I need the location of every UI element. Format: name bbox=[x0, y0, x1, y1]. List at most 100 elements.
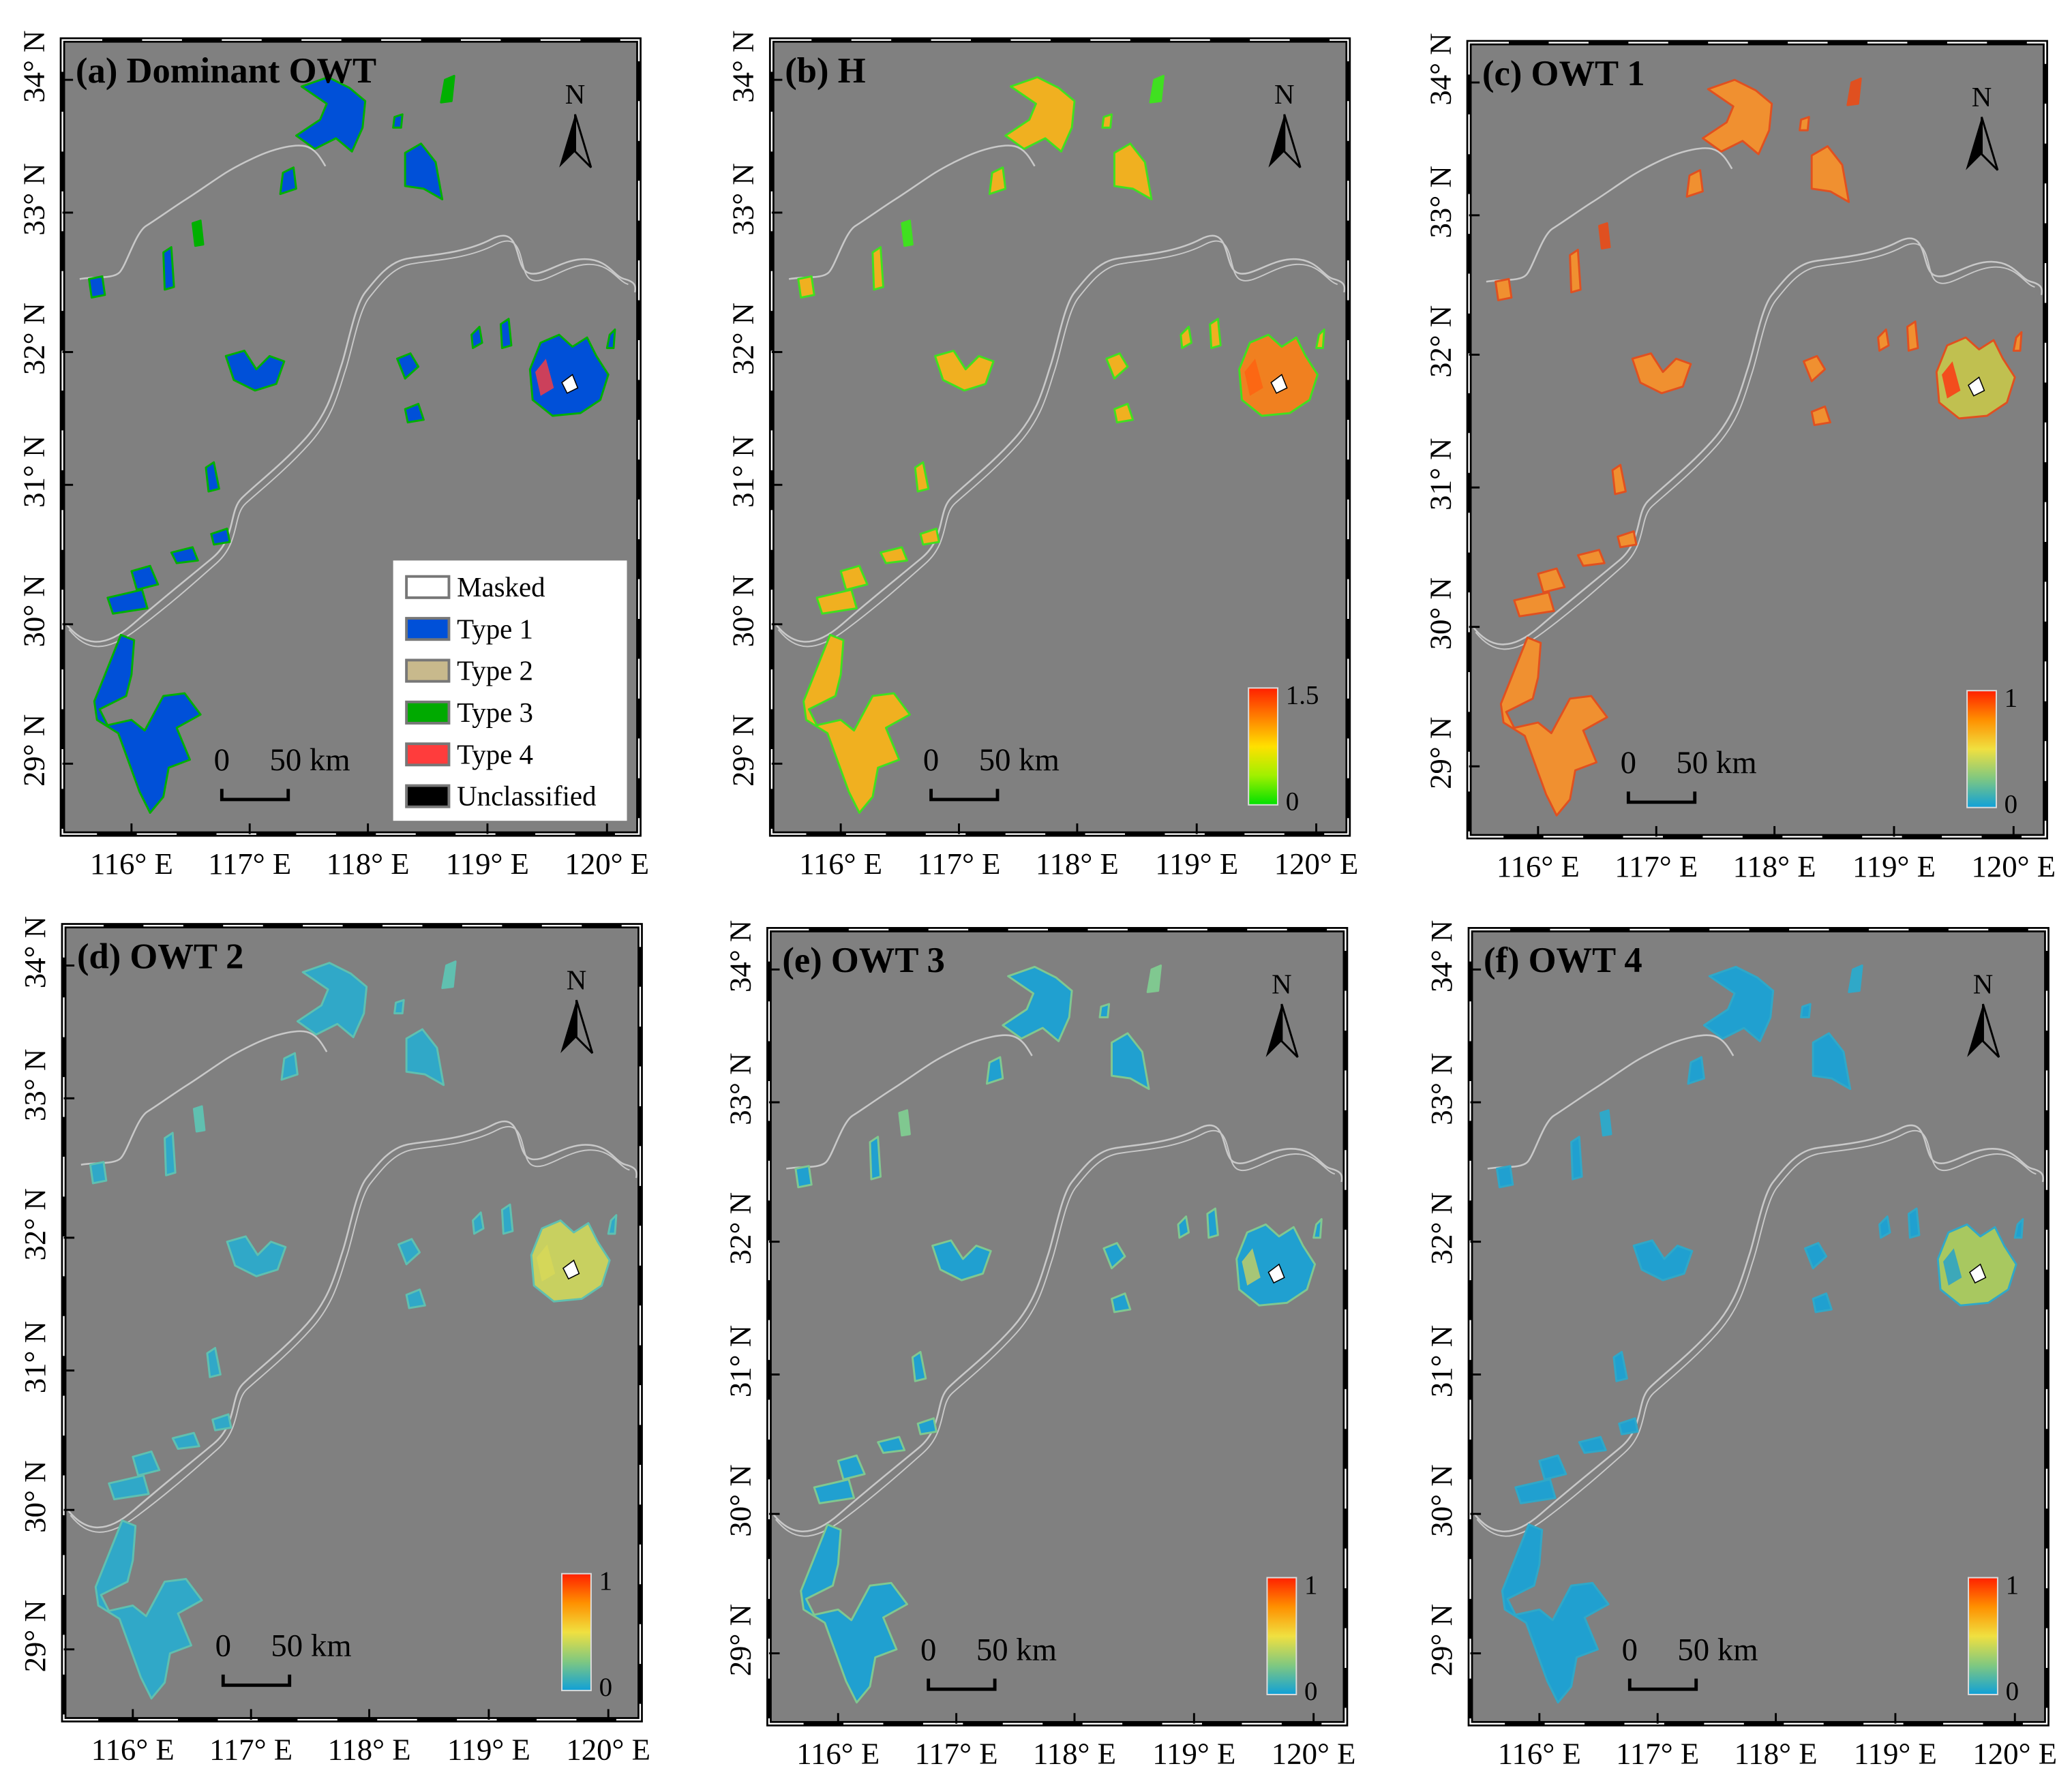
lake-river-1 bbox=[911, 1350, 927, 1382]
lake-river-3 bbox=[877, 1436, 906, 1454]
lat-label: 31° N bbox=[1424, 1325, 1458, 1397]
colorbar: 10 bbox=[1266, 1570, 1317, 1706]
lat-label: 30° N bbox=[726, 575, 760, 647]
lake-north-small bbox=[440, 74, 455, 104]
lake-east-2 bbox=[1209, 318, 1222, 350]
lake-hongze-north bbox=[405, 1028, 445, 1087]
lake-east-2 bbox=[499, 318, 513, 350]
lake-nw-4 bbox=[1687, 1056, 1705, 1085]
lake-river-2 bbox=[211, 1413, 232, 1431]
lake-nw-2 bbox=[1569, 249, 1582, 294]
lake-gaoyou bbox=[1702, 965, 1775, 1042]
yangtze-river-line bbox=[65, 234, 637, 643]
panel-title: (e) OWT 3 bbox=[782, 941, 945, 980]
north-label: N bbox=[1973, 969, 1994, 999]
lake-river-4 bbox=[1537, 567, 1566, 594]
panel-title: (b) H bbox=[785, 51, 865, 91]
lon-label: 117° E bbox=[915, 1736, 998, 1770]
lake-east-3 bbox=[1312, 1218, 1323, 1239]
scale-distance: 50 km bbox=[1677, 1632, 1758, 1667]
lake-river-4 bbox=[132, 1451, 161, 1477]
lake-east-2 bbox=[1907, 1207, 1921, 1239]
panel-title: (a) Dominant OWT bbox=[76, 51, 376, 91]
yangtze-river-bank-line bbox=[70, 1125, 630, 1533]
colorbar: 10 bbox=[1966, 684, 2017, 819]
scale-bar: 0 50 km bbox=[923, 742, 1060, 802]
lake-east-2 bbox=[500, 1203, 514, 1235]
lon-label: 119° E bbox=[1852, 849, 1936, 883]
lat-label: 29° N bbox=[18, 1600, 52, 1672]
masked-island bbox=[562, 1259, 580, 1280]
lake-east-1 bbox=[1177, 1215, 1190, 1239]
lake-mid-1 bbox=[1803, 1242, 1828, 1270]
huai-river-line bbox=[788, 145, 1036, 280]
lake-nw-3 bbox=[1599, 1109, 1612, 1137]
legend-label: Type 3 bbox=[457, 697, 533, 728]
lon-label: 119° E bbox=[446, 847, 529, 881]
yangtze-river-line bbox=[1473, 1124, 2044, 1532]
yangtze-river-line bbox=[1472, 237, 2043, 646]
lake-small-n2 bbox=[392, 113, 404, 129]
lake-river-5 bbox=[106, 588, 149, 615]
scale-bar-line bbox=[1626, 791, 1697, 804]
lat-label: 34° N bbox=[1424, 920, 1458, 992]
north-label: N bbox=[1272, 969, 1292, 999]
lake-hongze-north bbox=[404, 142, 444, 200]
lat-label: 34° N bbox=[16, 31, 50, 103]
lake-mid-1 bbox=[1102, 1242, 1126, 1270]
lon-label: 119° E bbox=[1155, 847, 1238, 881]
lon-label: 118° E bbox=[1033, 1736, 1116, 1770]
north-arrow-icon: N bbox=[560, 965, 594, 1054]
lake-north-small bbox=[1848, 965, 1863, 993]
lake-nw-1 bbox=[797, 275, 815, 299]
lon-label: 120° E bbox=[1272, 1736, 1356, 1770]
lake-river-2 bbox=[210, 528, 231, 546]
lat-label: 32° N bbox=[726, 303, 760, 375]
lat-label: 29° N bbox=[1424, 1604, 1458, 1676]
panel-title: (c) OWT 1 bbox=[1482, 54, 1645, 93]
panel-title: (f) OWT 4 bbox=[1484, 941, 1642, 980]
scale-distance: 50 km bbox=[1676, 745, 1756, 780]
lake-river-3 bbox=[170, 546, 199, 564]
lat-label: 32° N bbox=[18, 1188, 52, 1260]
lake-nw-4 bbox=[988, 166, 1007, 196]
map-background bbox=[1470, 929, 2047, 1724]
colorbar-ramp bbox=[1968, 1577, 1998, 1695]
lake-north-small bbox=[1146, 965, 1162, 993]
lake-river-4 bbox=[837, 1454, 866, 1480]
colorbar-min: 0 bbox=[1286, 787, 1299, 817]
masked-island bbox=[1270, 374, 1288, 394]
lake-river-5 bbox=[1513, 591, 1555, 618]
yangtze-river-bank-line bbox=[775, 1129, 1336, 1537]
legend-swatch bbox=[405, 700, 451, 725]
lake-east-1 bbox=[1180, 326, 1192, 350]
yangtze-river-bank-line bbox=[68, 240, 629, 648]
scale-distance: 50 km bbox=[979, 742, 1060, 778]
lon-label: 118° E bbox=[327, 847, 410, 881]
colorbar-min: 0 bbox=[599, 1673, 612, 1702]
lake-nw-3 bbox=[898, 1109, 911, 1137]
scale-bar: 0 50 km bbox=[1621, 745, 1757, 804]
lake-east-2 bbox=[1206, 1207, 1219, 1239]
north-arrow-icon: N bbox=[1967, 969, 2000, 1058]
lake-east-3 bbox=[1315, 328, 1325, 350]
north-arrow-right bbox=[574, 114, 592, 168]
lake-hongze-north bbox=[1810, 145, 1850, 203]
lake-north-small bbox=[441, 960, 457, 990]
lat-label: 31° N bbox=[16, 436, 50, 508]
lake-nw-2 bbox=[162, 246, 175, 291]
lake-hongze-north bbox=[1111, 1032, 1150, 1091]
lat-label: 31° N bbox=[1423, 438, 1457, 511]
legend: Masked Type 1 Type 2 Type 3 Type 4 Unclassifi… bbox=[393, 560, 627, 821]
yangtze-river-bank-line bbox=[1476, 1129, 2037, 1537]
lake-poyang bbox=[94, 1519, 203, 1700]
lake-nw-3 bbox=[901, 219, 914, 247]
lon-label: 116° E bbox=[796, 1736, 880, 1770]
lake-taihu bbox=[528, 333, 610, 417]
lake-chaohu bbox=[1632, 1239, 1694, 1281]
lon-label: 117° E bbox=[1615, 849, 1698, 883]
map-panel-e: 116° E 117° E 118° E 119° E 120° E 34° N 33° N… bbox=[723, 920, 1356, 1771]
lat-label: 34° N bbox=[18, 916, 52, 988]
colorbar: 1.50 bbox=[1248, 681, 1319, 817]
